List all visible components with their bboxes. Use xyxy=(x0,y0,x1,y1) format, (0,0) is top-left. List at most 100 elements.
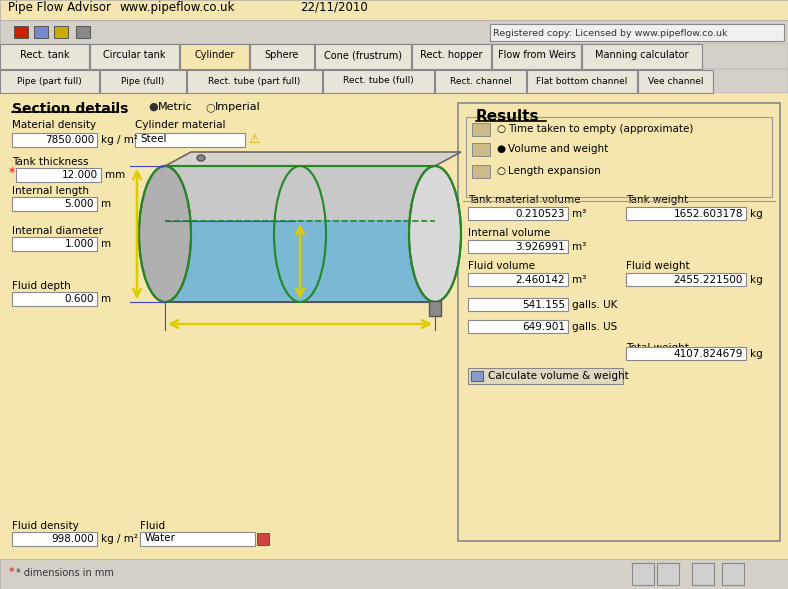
Bar xyxy=(257,533,269,545)
Text: m: m xyxy=(101,199,111,209)
Text: Calculate volume & weight: Calculate volume & weight xyxy=(488,371,629,381)
Bar xyxy=(657,563,679,585)
Text: Pipe (part full): Pipe (part full) xyxy=(17,77,82,85)
Bar xyxy=(638,70,713,93)
Text: ●: ● xyxy=(496,144,505,154)
Text: 1.000: 1.000 xyxy=(65,239,94,249)
Text: Flow from Weirs: Flow from Weirs xyxy=(497,50,575,60)
Bar xyxy=(0,20,788,44)
Bar xyxy=(12,197,97,211)
Text: Fluid: Fluid xyxy=(140,521,165,531)
Bar xyxy=(0,559,788,589)
Text: Fluid weight: Fluid weight xyxy=(626,261,690,271)
Bar xyxy=(323,70,434,93)
Text: Rect. hopper: Rect. hopper xyxy=(420,50,483,60)
Text: galls. UK: galls. UK xyxy=(572,300,617,310)
Text: Imperial: Imperial xyxy=(215,102,261,112)
Bar xyxy=(14,26,28,38)
Bar xyxy=(0,70,99,93)
Text: Internal volume: Internal volume xyxy=(468,228,550,238)
Bar xyxy=(0,93,788,589)
Text: kg / m²: kg / m² xyxy=(101,135,138,145)
Bar xyxy=(468,240,568,253)
Bar xyxy=(472,165,490,178)
Bar xyxy=(468,207,568,220)
Bar xyxy=(626,347,746,360)
Bar xyxy=(582,44,702,69)
Bar xyxy=(722,563,744,585)
Text: Metric: Metric xyxy=(158,102,193,112)
Bar xyxy=(90,44,179,69)
Bar xyxy=(135,133,245,147)
Bar xyxy=(527,70,637,93)
Bar xyxy=(0,0,788,20)
Text: Pipe (full): Pipe (full) xyxy=(121,77,165,85)
Text: 998.000: 998.000 xyxy=(51,534,94,544)
Bar xyxy=(315,44,411,69)
Text: m: m xyxy=(101,239,111,249)
Text: ○: ○ xyxy=(205,102,215,112)
Bar xyxy=(165,166,435,302)
Text: m³: m³ xyxy=(572,242,586,252)
Bar xyxy=(0,44,89,69)
Text: kg: kg xyxy=(750,275,763,285)
Polygon shape xyxy=(165,152,461,166)
Text: Rect. tank: Rect. tank xyxy=(20,50,69,60)
Text: 22/11/2010: 22/11/2010 xyxy=(300,1,368,14)
Bar xyxy=(0,44,788,69)
Bar xyxy=(468,298,568,311)
Text: Cylinder material: Cylinder material xyxy=(135,120,225,130)
Bar xyxy=(468,320,568,333)
Text: Fluid depth: Fluid depth xyxy=(12,281,71,291)
Text: Section details: Section details xyxy=(12,102,128,116)
Text: Registered copy: Licensed by www.pipeflow.co.uk: Registered copy: Licensed by www.pipeflo… xyxy=(493,29,727,38)
Bar xyxy=(76,26,90,38)
Text: * dimensions in mm: * dimensions in mm xyxy=(16,568,114,578)
Bar xyxy=(466,117,772,197)
Text: 2455.221500: 2455.221500 xyxy=(674,275,743,285)
Text: m³: m³ xyxy=(572,209,586,219)
Text: Manning calculator: Manning calculator xyxy=(595,50,689,60)
Text: 2.460142: 2.460142 xyxy=(515,275,565,285)
Text: kg / m²: kg / m² xyxy=(101,534,138,544)
Text: kg: kg xyxy=(750,349,763,359)
Text: Pipe Flow Advisor: Pipe Flow Advisor xyxy=(8,1,111,14)
Bar xyxy=(140,532,255,546)
Text: Steel: Steel xyxy=(140,134,166,144)
Text: 7850.000: 7850.000 xyxy=(45,135,94,145)
Text: ⚠: ⚠ xyxy=(248,133,259,145)
Text: www.pipeflow.co.uk: www.pipeflow.co.uk xyxy=(120,1,236,14)
Text: Sphere: Sphere xyxy=(265,50,299,60)
Bar xyxy=(34,26,48,38)
Text: mm: mm xyxy=(105,170,125,180)
Text: Water: Water xyxy=(145,533,176,543)
Bar xyxy=(180,44,249,69)
Text: 1652.603178: 1652.603178 xyxy=(674,209,743,219)
Bar xyxy=(12,532,97,546)
Text: 3.926991: 3.926991 xyxy=(515,242,565,252)
Text: 4107.824679: 4107.824679 xyxy=(674,349,743,359)
Text: Circular tank: Circular tank xyxy=(103,50,165,60)
Text: Vee channel: Vee channel xyxy=(648,77,703,85)
Text: 5.000: 5.000 xyxy=(65,199,94,209)
Bar xyxy=(16,168,101,182)
Text: *: * xyxy=(9,166,15,179)
Text: Tank weight: Tank weight xyxy=(626,195,688,205)
Bar xyxy=(492,44,581,69)
Text: Internal length: Internal length xyxy=(12,186,89,196)
Text: Cylinder: Cylinder xyxy=(195,50,235,60)
Ellipse shape xyxy=(197,155,205,161)
Bar xyxy=(468,273,568,286)
Bar xyxy=(471,371,483,381)
Text: Tank material volume: Tank material volume xyxy=(468,195,581,205)
Bar xyxy=(472,143,490,156)
Bar xyxy=(435,70,526,93)
Text: Flat bottom channel: Flat bottom channel xyxy=(537,77,628,85)
Bar xyxy=(0,69,788,93)
Bar xyxy=(692,563,714,585)
Text: 0.210523: 0.210523 xyxy=(515,209,565,219)
Bar xyxy=(412,44,491,69)
Bar xyxy=(626,273,746,286)
Text: Total weight: Total weight xyxy=(626,343,689,353)
Ellipse shape xyxy=(409,166,461,302)
